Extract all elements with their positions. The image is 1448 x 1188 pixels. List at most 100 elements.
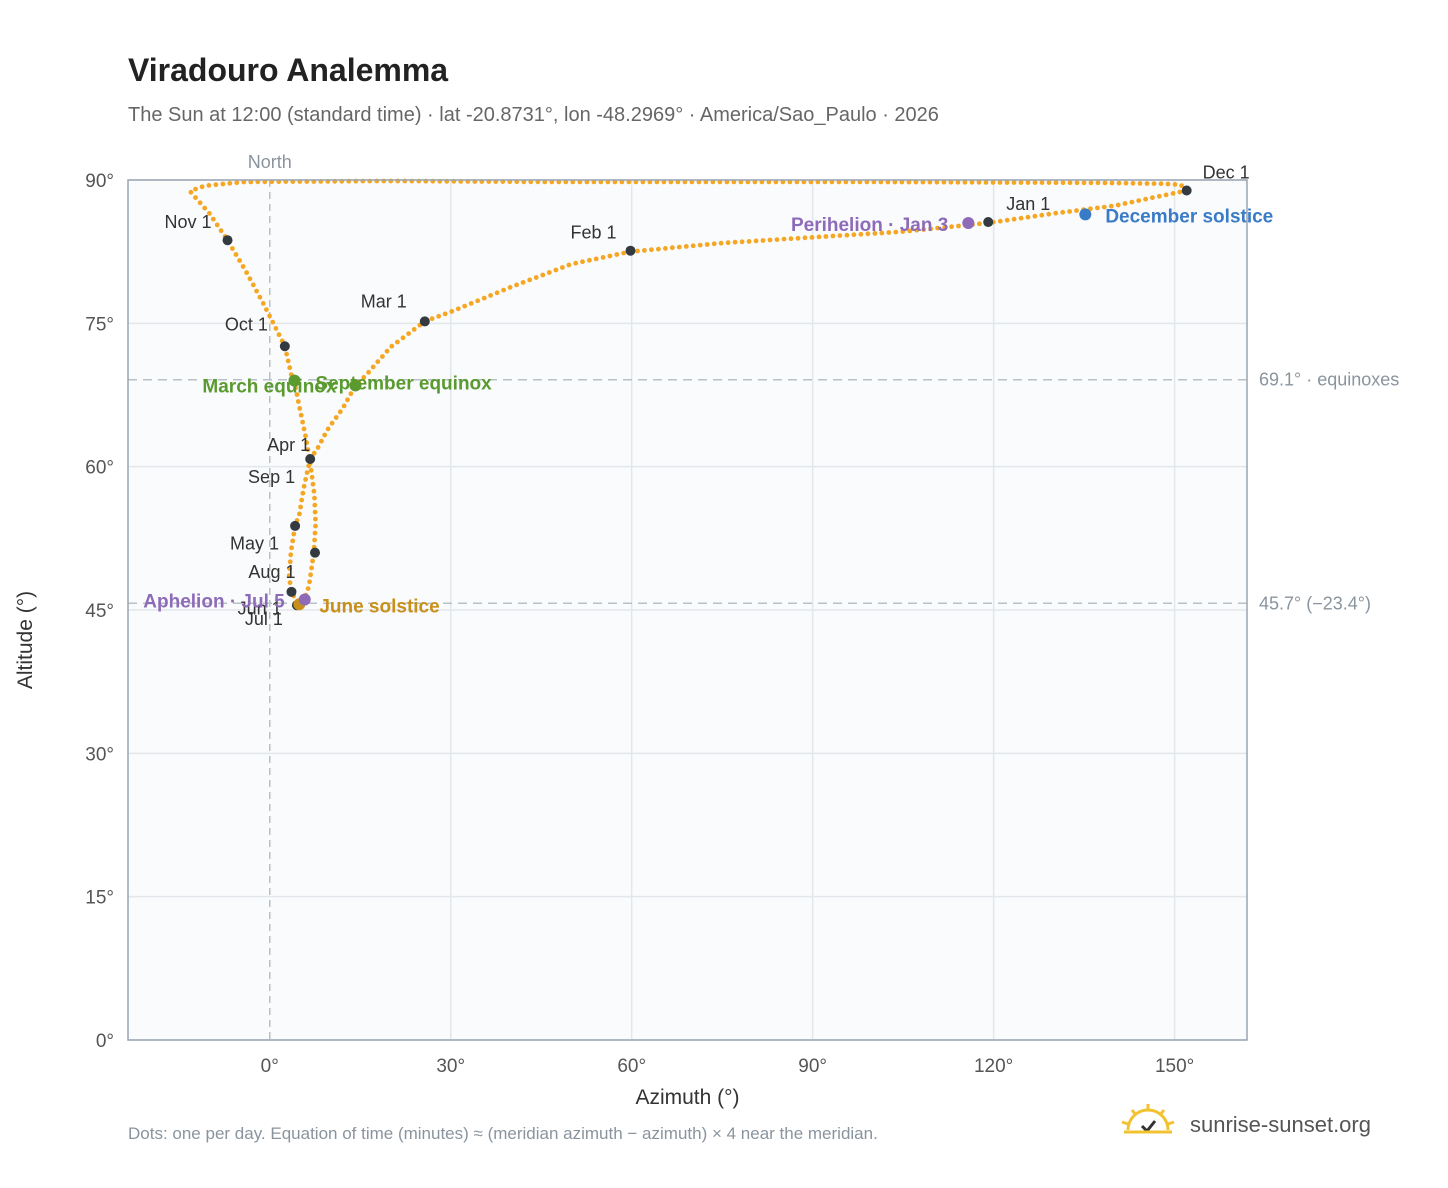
day-dot — [1122, 201, 1128, 206]
day-dot — [193, 186, 198, 192]
day-dot — [642, 248, 647, 253]
y-tick-label: 30° — [85, 744, 114, 765]
day-dot — [298, 412, 304, 418]
day-dot — [753, 238, 759, 244]
day-dot — [345, 397, 350, 403]
day-dot — [837, 233, 843, 239]
month-label: Dec 1 — [1203, 163, 1250, 183]
day-dot — [823, 234, 829, 239]
day-dot — [375, 359, 381, 365]
day-dot — [900, 229, 906, 235]
day-dot — [1053, 180, 1059, 186]
day-dot — [704, 242, 710, 247]
day-dot — [1060, 180, 1066, 186]
day-dot — [739, 239, 745, 245]
day-dot — [1108, 203, 1114, 209]
day-dot — [429, 316, 435, 322]
x-axis-title: Azimuth (°) — [635, 1086, 739, 1109]
day-dot — [309, 565, 314, 571]
day-dot — [858, 231, 864, 237]
day-dot — [370, 364, 376, 370]
day-dot — [663, 246, 668, 251]
brand[interactable]: sunrise-sunset.org — [1120, 1102, 1390, 1146]
north-label: North — [248, 152, 292, 172]
day-dot — [553, 267, 559, 273]
month-label: Nov 1 — [165, 212, 212, 232]
day-dot — [311, 450, 317, 456]
day-dot — [1025, 180, 1031, 185]
day-dot — [781, 236, 787, 242]
day-dot — [312, 537, 317, 543]
day-dot — [520, 280, 526, 285]
day-dot — [348, 391, 354, 397]
day-dot — [1004, 217, 1010, 223]
day-dot — [305, 447, 311, 452]
day-dot — [865, 231, 871, 237]
day-dot — [1067, 209, 1072, 214]
day-dot — [906, 179, 912, 185]
day-dot — [207, 211, 212, 216]
day-dot — [285, 358, 291, 364]
day-dot — [533, 275, 539, 280]
day-dot — [333, 415, 339, 420]
day-dot — [308, 572, 313, 578]
day-dot — [886, 230, 892, 235]
reference-line-label: 69.1° · equinoxes — [1259, 370, 1399, 390]
day-dot — [921, 227, 927, 232]
day-dot — [1074, 208, 1079, 214]
day-dot — [566, 262, 572, 268]
day-dot — [732, 239, 738, 245]
day-dot — [233, 252, 239, 257]
day-dot — [1095, 205, 1100, 211]
day-dot — [301, 483, 307, 489]
day-dot — [287, 580, 293, 586]
month-marker — [286, 586, 297, 597]
day-dot — [607, 253, 613, 259]
day-dot — [310, 481, 316, 487]
day-dot — [494, 290, 500, 296]
day-dot — [300, 419, 305, 425]
day-dot — [1053, 210, 1059, 216]
day-dot — [976, 179, 982, 185]
day-dot — [244, 270, 250, 275]
event-label: March equinox — [202, 377, 337, 398]
day-dot — [291, 531, 297, 537]
day-dot — [1032, 213, 1038, 219]
day-dot — [1129, 199, 1135, 205]
day-dot — [1158, 181, 1164, 187]
day-dot — [1046, 180, 1052, 186]
month-label: Jan 1 — [1006, 194, 1050, 214]
month-label: Oct 1 — [225, 314, 268, 334]
x-tick-label: 60° — [617, 1056, 646, 1077]
day-dot — [188, 189, 194, 195]
day-dot — [1088, 180, 1094, 186]
y-axis-title: Altitude (°) — [14, 591, 37, 689]
day-dot — [851, 232, 857, 238]
day-dot — [270, 319, 276, 325]
day-dot — [1011, 180, 1017, 185]
day-dot — [213, 182, 219, 188]
month-label: Jul 1 — [245, 609, 283, 629]
day-dot — [997, 218, 1003, 224]
day-dot — [488, 293, 493, 298]
event-label: Aphelion · Jul 5 — [143, 591, 285, 612]
day-dot — [955, 179, 961, 185]
day-dot — [400, 335, 406, 341]
day-dot — [573, 260, 579, 266]
day-dot — [341, 403, 347, 409]
day-dot — [303, 477, 308, 482]
day-dot — [802, 235, 808, 241]
day-dot — [816, 234, 822, 240]
day-dot — [297, 511, 302, 517]
day-dot — [312, 509, 318, 515]
day-dot — [690, 243, 696, 249]
day-dot — [892, 179, 898, 185]
day-dot — [1165, 181, 1171, 187]
chart-title: Viradouro Analemma — [128, 52, 449, 88]
day-dot — [361, 375, 367, 380]
brand-name[interactable]: sunrise-sunset.org — [1190, 1112, 1371, 1137]
day-dot — [711, 241, 717, 247]
day-dot — [760, 238, 766, 243]
